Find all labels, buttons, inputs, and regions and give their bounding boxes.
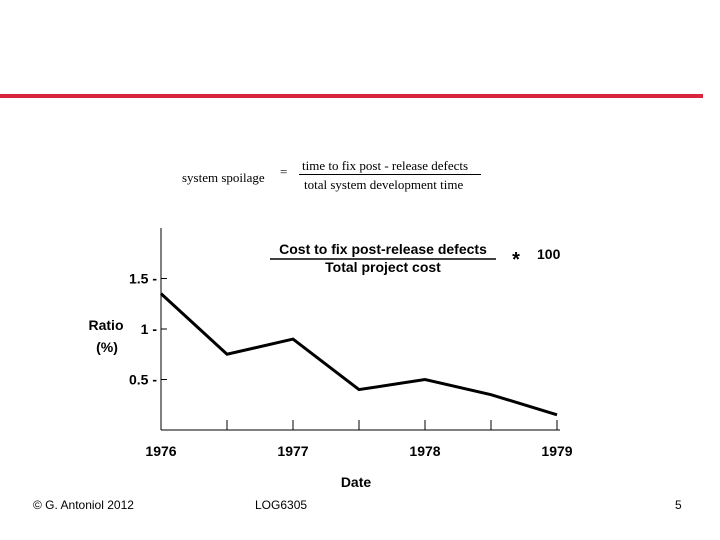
- x-tick-label: 1977: [277, 443, 308, 459]
- formula-fraction-bar: [299, 174, 481, 175]
- series-line-ratio: [159, 292, 558, 417]
- x-tick-label: 1976: [145, 443, 176, 459]
- formula-numerator: time to fix post - release defects: [302, 158, 469, 173]
- y-axis-label-line1: Ratio: [89, 317, 124, 333]
- x-tick-label: 1979: [541, 443, 572, 459]
- chart-title-multiplier: *: [512, 249, 520, 271]
- y-tick-label: 1.5 -: [129, 271, 157, 287]
- formula-denominator: total system development time: [304, 177, 464, 192]
- footer-copyright: © G. Antoniol 2012: [33, 498, 134, 512]
- formula-equals: =: [280, 164, 288, 179]
- chart-title-denominator: Total project cost: [325, 259, 441, 275]
- y-tick-label: 1 -: [141, 321, 158, 337]
- top-accent-bar: [0, 94, 703, 98]
- x-axis-label: Date: [341, 474, 372, 490]
- y-axis-label-line2: (%): [96, 339, 118, 355]
- chart-title-numerator: Cost to fix post-release defects: [279, 241, 487, 257]
- y-tick-label: 0.5 -: [129, 372, 157, 388]
- footer-course: LOG6305: [255, 498, 308, 512]
- chart-title-multiplier-value: 100: [537, 246, 561, 262]
- footer-page-number: 5: [675, 498, 682, 512]
- formula-lhs: system spoilage: [182, 170, 265, 185]
- x-tick-label: 1978: [409, 443, 440, 459]
